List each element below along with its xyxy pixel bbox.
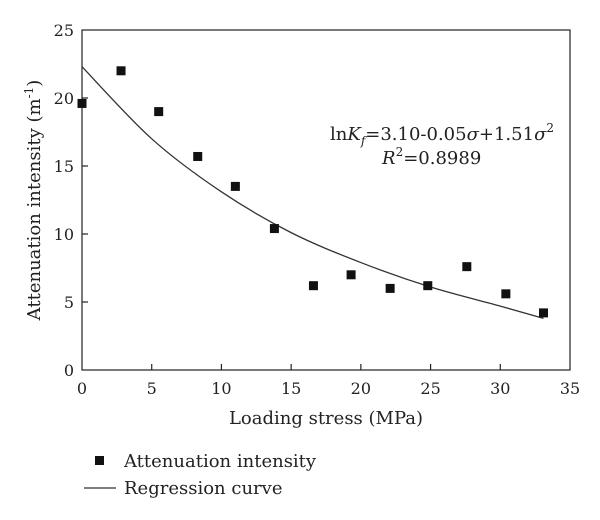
y-axis-label: Attenuation intensity (m-1) xyxy=(22,80,45,322)
data-point xyxy=(539,308,549,318)
x-axis-ticks: 0 5 10 15 20 25 30 35 xyxy=(77,364,580,398)
legend-marker-attenuation xyxy=(95,456,104,465)
x-tick-label: 25 xyxy=(420,379,440,398)
data-point xyxy=(423,281,433,291)
x-tick-label: 0 xyxy=(77,379,87,398)
y-tick-label: 25 xyxy=(54,21,74,40)
data-point xyxy=(308,281,318,291)
data-point xyxy=(193,151,203,161)
legend: Attenuation intensity Regression curve xyxy=(84,451,317,499)
x-tick-label: 10 xyxy=(211,379,231,398)
x-tick-label: 5 xyxy=(147,379,157,398)
x-tick-label: 15 xyxy=(281,379,301,398)
legend-label-regression: Regression curve xyxy=(124,478,282,499)
y-tick-label: 20 xyxy=(54,89,74,108)
x-axis-label: Loading stress (MPa) xyxy=(229,408,423,429)
x-tick-label: 35 xyxy=(560,379,580,398)
x-tick-label: 30 xyxy=(490,379,510,398)
y-tick-label: 0 xyxy=(64,361,74,380)
data-point xyxy=(154,107,164,117)
data-point xyxy=(230,181,240,191)
y-tick-label: 10 xyxy=(54,225,74,244)
scatter-points xyxy=(77,66,549,318)
data-point xyxy=(462,262,472,272)
data-point xyxy=(346,270,356,280)
equation-line-1: lnKf=3.10-0.05σ+1.51σ2 xyxy=(330,121,554,148)
x-tick-label: 20 xyxy=(351,379,371,398)
y-axis-ticks: 0 5 10 15 20 25 xyxy=(54,21,88,380)
data-point xyxy=(501,289,511,299)
plot-frame xyxy=(81,29,571,371)
data-point xyxy=(385,283,395,293)
data-point xyxy=(269,224,279,234)
data-point xyxy=(77,98,87,108)
data-point xyxy=(116,66,126,76)
y-tick-label: 5 xyxy=(64,293,74,312)
equation-line-2: R2=0.8989 xyxy=(381,145,481,169)
y-tick-label: 15 xyxy=(54,157,74,176)
regression-curve-line xyxy=(81,66,544,319)
legend-label-attenuation: Attenuation intensity xyxy=(123,451,317,472)
